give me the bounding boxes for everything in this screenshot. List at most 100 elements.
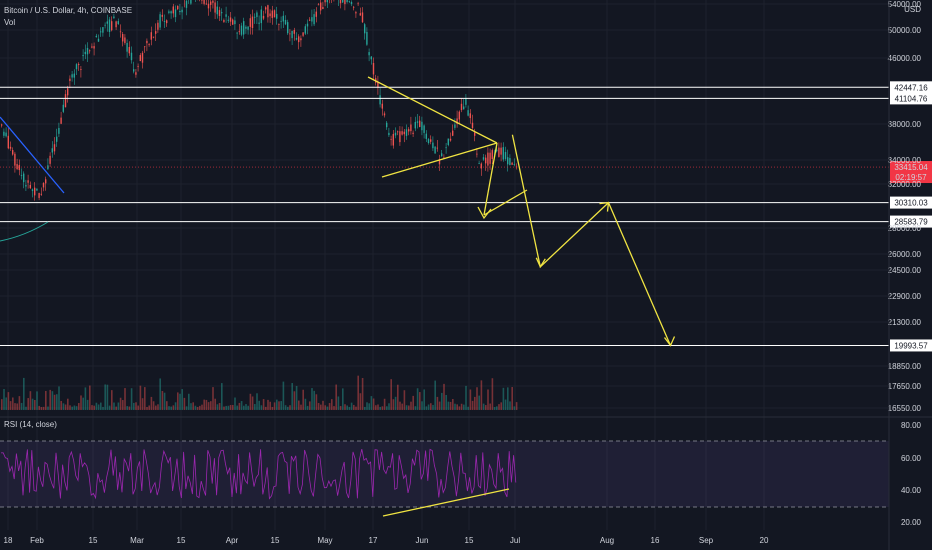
volume-bar xyxy=(84,387,87,410)
candle-body xyxy=(273,10,276,18)
candle-body xyxy=(430,139,432,142)
volume-bar xyxy=(42,406,45,410)
candle-body xyxy=(122,34,124,42)
candle-body xyxy=(278,24,280,25)
candle-body xyxy=(355,12,357,14)
volume-bar xyxy=(278,401,280,410)
candle-body xyxy=(227,19,229,21)
candle-body xyxy=(3,131,5,136)
volume-bar xyxy=(40,406,43,410)
candle-body xyxy=(139,55,141,62)
volume-bar xyxy=(493,406,496,410)
candle-body xyxy=(295,38,298,40)
candle-body xyxy=(265,7,267,10)
volume-bar xyxy=(496,406,498,410)
candle-body xyxy=(405,129,408,136)
candle-body xyxy=(163,21,166,22)
volume-bar xyxy=(441,392,443,410)
volume-bar xyxy=(511,387,513,410)
volume-bar xyxy=(100,402,102,410)
candle-body xyxy=(152,36,155,38)
candle-body xyxy=(100,31,102,33)
grid-group xyxy=(0,0,889,530)
volume-bar xyxy=(64,404,67,410)
volume-bar xyxy=(276,399,278,410)
volume-bar xyxy=(243,405,245,410)
candle-body xyxy=(350,2,353,5)
volume-bar xyxy=(62,403,65,410)
volume-bar xyxy=(192,402,194,410)
candle-body xyxy=(489,152,491,164)
arrowhead xyxy=(535,257,546,269)
candle-body xyxy=(368,52,370,56)
volume-bar xyxy=(357,375,359,410)
candle-body xyxy=(236,32,238,34)
volume-bar xyxy=(474,396,476,410)
candle-body xyxy=(201,0,203,1)
candle-body xyxy=(256,12,258,18)
candle-body xyxy=(284,19,287,25)
volume-bar xyxy=(106,384,109,410)
price-axis[interactable]: 54000.00 50000.00 46000.00 38000.00 34000.00… xyxy=(888,0,922,527)
drawings-group[interactable] xyxy=(0,76,676,517)
candle-body xyxy=(225,14,227,17)
volume-bar xyxy=(1,399,3,410)
volume-bar xyxy=(465,385,467,410)
volume-bar xyxy=(515,402,518,410)
time-axis[interactable]: 18 Feb 15 Mar 15 Apr 15 May 17 Jun 15 Jul Aug 16 Sep 20 xyxy=(4,536,769,545)
volume-bar xyxy=(284,405,287,410)
volume-bar xyxy=(265,406,267,410)
candle-body xyxy=(487,152,489,166)
volume-bar xyxy=(102,406,104,410)
volume-bar xyxy=(214,398,216,410)
volume-bar xyxy=(232,404,234,410)
level-price-label: 30310.03 xyxy=(894,199,928,208)
candle-body xyxy=(458,111,460,120)
volume-bar xyxy=(447,401,450,410)
volume-bar xyxy=(124,388,126,410)
volume-bar xyxy=(438,401,441,410)
volume-bar xyxy=(177,392,179,410)
volume-bar xyxy=(20,402,23,410)
candle-body xyxy=(14,153,16,166)
volume-bar xyxy=(476,387,478,410)
volume-bar xyxy=(289,405,291,410)
volume-bar xyxy=(509,401,511,410)
volume-bar xyxy=(196,406,199,410)
candle-body xyxy=(159,14,161,28)
candle-body xyxy=(397,131,399,133)
candle-body xyxy=(302,32,304,36)
candle-body xyxy=(480,163,482,169)
volume-bar xyxy=(122,400,124,410)
volume-bar xyxy=(58,386,60,410)
price-tick-label: 26000.00 xyxy=(888,250,922,259)
candle-body xyxy=(287,22,289,34)
candle-body xyxy=(53,144,56,152)
volume-bar xyxy=(161,390,164,410)
candle-body xyxy=(9,146,12,149)
triangle-lower-line xyxy=(381,142,498,178)
volume-bar xyxy=(317,403,320,410)
candle-body xyxy=(509,158,511,166)
candle-body xyxy=(251,16,254,29)
volume-bar xyxy=(399,401,401,410)
candle-body xyxy=(126,42,128,52)
breakdown-leg xyxy=(483,142,498,216)
time-tick-label: May xyxy=(317,536,332,545)
candle-body xyxy=(379,95,381,105)
current-price-value: 33415.04 xyxy=(894,163,928,172)
candle-body xyxy=(304,26,306,34)
volume-bar xyxy=(27,398,29,410)
candle-body xyxy=(161,14,163,17)
volume-bar xyxy=(410,401,412,410)
volume-bar xyxy=(135,402,137,410)
volume-bar xyxy=(322,400,324,410)
volume-bar xyxy=(60,400,62,410)
candle-body xyxy=(467,110,469,116)
candle-body xyxy=(289,33,291,35)
volume-bar xyxy=(355,406,357,410)
volume-bar xyxy=(115,406,117,410)
rsi-tick-label: 80.00 xyxy=(901,421,922,430)
candle-body xyxy=(78,64,80,66)
